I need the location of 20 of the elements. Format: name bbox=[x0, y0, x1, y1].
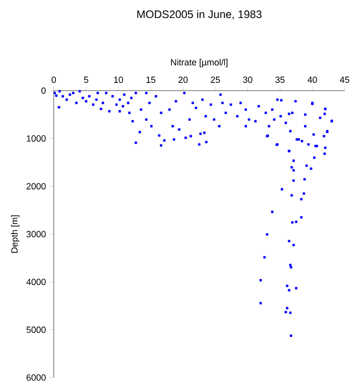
x-tick-label: 40 bbox=[308, 76, 317, 83]
x-tick-label: 25 bbox=[210, 76, 220, 83]
chart-title: MODS2005 in June, 1983 bbox=[137, 10, 262, 20]
y-tick-label: 5000 bbox=[26, 326, 46, 333]
y-tick-label: 0 bbox=[41, 87, 46, 94]
x-tick-label: 20 bbox=[178, 76, 188, 83]
x-tick-label: 5 bbox=[84, 76, 88, 83]
x-tick-label: 15 bbox=[146, 76, 156, 83]
y-tick-label: 1000 bbox=[26, 135, 46, 142]
x-tick-label: 45 bbox=[340, 76, 350, 83]
x-tick-label: 0 bbox=[52, 76, 56, 83]
y-tick-label: 6000 bbox=[26, 374, 46, 381]
x-tick-label: 35 bbox=[275, 76, 285, 83]
x-axis-title: Nitrate [µmol/l] bbox=[171, 58, 228, 68]
y-tick-label: 3000 bbox=[26, 230, 46, 238]
x-tick-label: 10 bbox=[114, 76, 124, 83]
y-tick-label: 4000 bbox=[26, 278, 46, 286]
y-axis-title: Depth [m] bbox=[11, 215, 20, 253]
x-tick-label: 30 bbox=[243, 76, 252, 83]
y-tick-label: 2000 bbox=[26, 183, 46, 190]
